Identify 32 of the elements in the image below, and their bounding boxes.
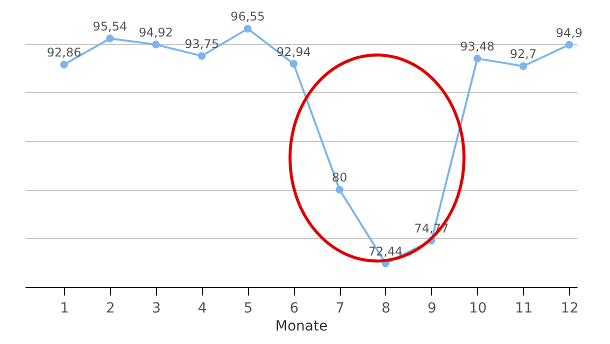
x-tick-label: 8 — [382, 300, 390, 316]
point — [106, 34, 114, 42]
data-label: 94,92 — [138, 26, 174, 40]
data-label: 92,94 — [276, 44, 311, 59]
data-label: 93,48 — [460, 40, 495, 54]
x-tick-label: 7 — [336, 300, 345, 316]
point — [473, 54, 482, 62]
data-label: 95,54 — [92, 20, 128, 34]
point — [336, 186, 344, 194]
x-tick-label: 9 — [427, 300, 436, 316]
x-tick-label: 12 — [560, 300, 579, 316]
x-tick-label: 3 — [152, 300, 161, 316]
data-label: 96,55 — [230, 10, 265, 24]
x-tick-label: 6 — [290, 300, 299, 316]
x-axis-title: Monate — [275, 318, 328, 334]
point — [565, 40, 574, 49]
point — [244, 24, 252, 33]
point — [152, 40, 160, 48]
x-tick-label: 5 — [244, 300, 253, 316]
x-tick-label: 1 — [60, 300, 69, 316]
point — [198, 52, 206, 60]
x-tick-label: 11 — [514, 300, 533, 316]
x-tick-label: 2 — [106, 300, 115, 316]
point — [519, 62, 528, 70]
data-label: 93,75 — [184, 36, 219, 51]
point — [60, 60, 68, 68]
data-label: 92,7 — [510, 47, 537, 62]
point — [290, 60, 298, 68]
x-tick-label: 10 — [468, 300, 487, 316]
data-label: 94,9 — [556, 26, 583, 40]
x-tick-label: 4 — [198, 300, 207, 316]
data-label: 92,86 — [46, 46, 82, 60]
